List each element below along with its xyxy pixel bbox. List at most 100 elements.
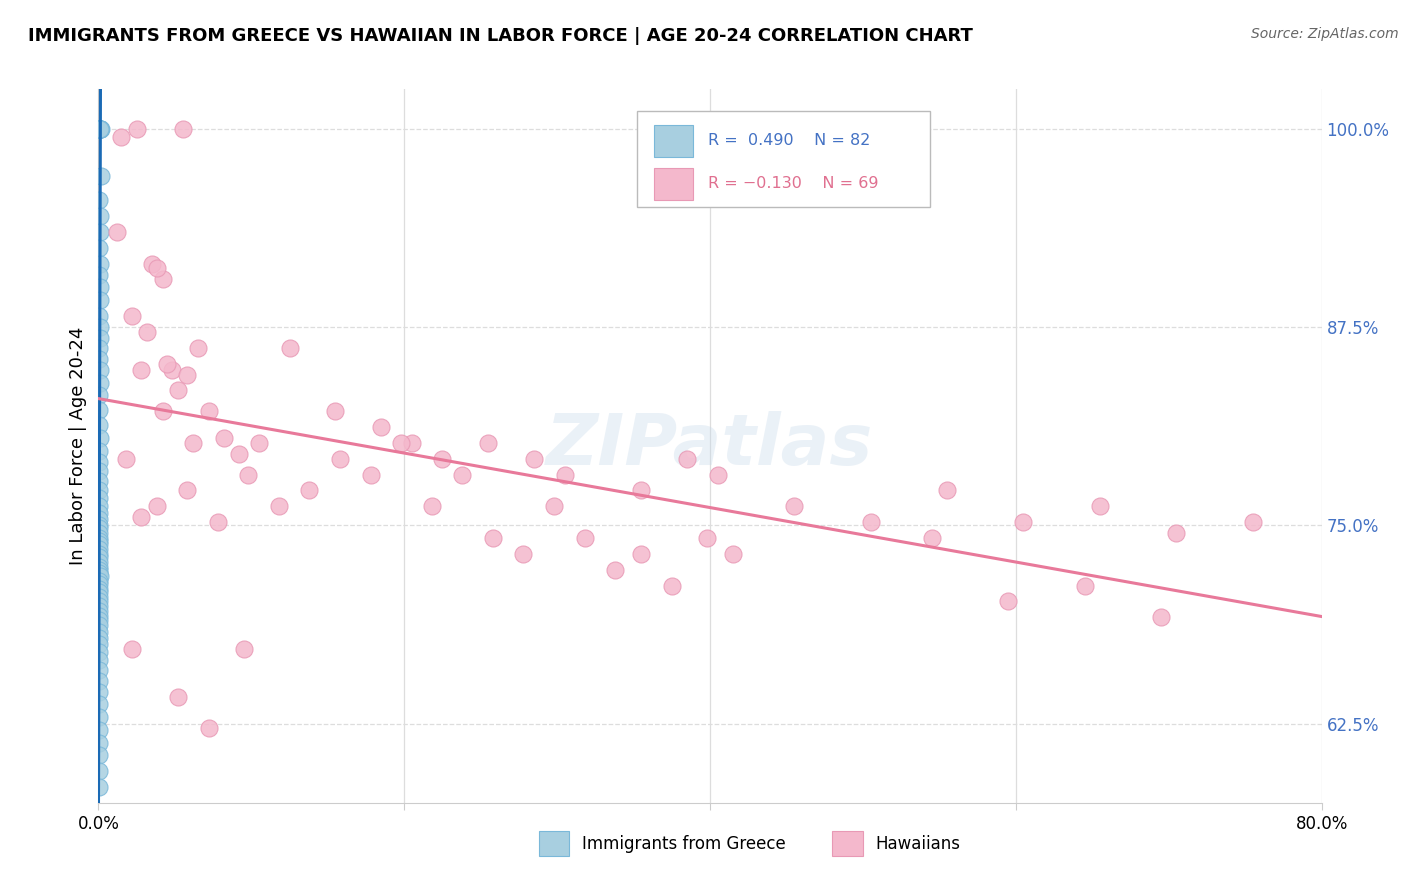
Point bbox=[89, 506, 111, 520]
Point bbox=[89, 723, 111, 737]
Point bbox=[156, 357, 179, 371]
Point bbox=[89, 710, 111, 724]
Point bbox=[89, 563, 111, 577]
Point bbox=[89, 526, 111, 541]
Point bbox=[89, 780, 111, 794]
Point bbox=[89, 555, 111, 569]
Point bbox=[997, 594, 1019, 608]
Point bbox=[89, 293, 111, 307]
Point bbox=[432, 451, 454, 466]
Point bbox=[89, 624, 111, 639]
Point bbox=[89, 618, 111, 632]
Point bbox=[89, 121, 111, 136]
Point bbox=[89, 388, 111, 402]
Point bbox=[89, 574, 111, 588]
Point bbox=[89, 559, 111, 574]
Point bbox=[554, 467, 576, 482]
Point bbox=[89, 685, 111, 699]
Point bbox=[630, 547, 652, 561]
Point bbox=[136, 325, 159, 339]
Point bbox=[630, 483, 652, 498]
Point bbox=[477, 435, 499, 450]
Point bbox=[921, 531, 943, 545]
Text: R =  0.490    N = 82: R = 0.490 N = 82 bbox=[707, 134, 870, 148]
Point bbox=[89, 537, 111, 551]
Y-axis label: In Labor Force | Age 20-24: In Labor Force | Age 20-24 bbox=[69, 326, 87, 566]
Point bbox=[125, 121, 148, 136]
Point bbox=[89, 582, 111, 596]
Point bbox=[512, 547, 534, 561]
Point bbox=[89, 614, 111, 628]
FancyBboxPatch shape bbox=[654, 125, 693, 157]
Point bbox=[89, 241, 111, 255]
Point bbox=[90, 121, 112, 136]
Point bbox=[89, 653, 111, 667]
FancyBboxPatch shape bbox=[654, 168, 693, 200]
Point bbox=[89, 209, 111, 223]
Point bbox=[325, 404, 347, 418]
Point bbox=[89, 351, 111, 366]
Point bbox=[187, 341, 209, 355]
Point bbox=[145, 500, 167, 514]
Point bbox=[89, 474, 111, 488]
Point bbox=[89, 608, 111, 623]
Point bbox=[89, 594, 111, 608]
Point bbox=[105, 225, 128, 239]
Point bbox=[676, 451, 699, 466]
Point bbox=[176, 368, 198, 382]
Point bbox=[228, 447, 250, 461]
Point bbox=[89, 534, 111, 549]
Point bbox=[451, 467, 474, 482]
Point bbox=[89, 518, 111, 533]
Point bbox=[89, 483, 111, 498]
Point bbox=[696, 531, 718, 545]
Point bbox=[238, 467, 260, 482]
Point bbox=[89, 547, 111, 561]
Point bbox=[89, 645, 111, 659]
Point bbox=[89, 542, 111, 557]
Point bbox=[121, 642, 143, 657]
Point bbox=[661, 578, 683, 592]
Point bbox=[89, 418, 111, 433]
Point bbox=[1088, 500, 1111, 514]
Point bbox=[936, 483, 959, 498]
Text: Immigrants from Greece: Immigrants from Greece bbox=[582, 835, 786, 853]
Point bbox=[89, 735, 111, 749]
Point bbox=[1073, 578, 1095, 592]
Point bbox=[89, 341, 111, 355]
Point bbox=[360, 467, 382, 482]
Point bbox=[420, 500, 443, 514]
Point bbox=[89, 512, 111, 526]
Point bbox=[523, 451, 546, 466]
Point bbox=[197, 404, 219, 418]
Point bbox=[89, 268, 111, 282]
Point bbox=[389, 435, 412, 450]
Point bbox=[89, 193, 111, 207]
Point bbox=[89, 663, 111, 677]
Point bbox=[152, 404, 174, 418]
Point bbox=[90, 169, 112, 184]
Point bbox=[89, 566, 111, 580]
Point bbox=[172, 121, 194, 136]
Point bbox=[89, 280, 111, 294]
Point bbox=[176, 483, 198, 498]
FancyBboxPatch shape bbox=[832, 831, 863, 856]
Point bbox=[89, 121, 111, 136]
Point bbox=[721, 547, 744, 561]
Point bbox=[89, 121, 111, 136]
Point bbox=[212, 431, 235, 445]
FancyBboxPatch shape bbox=[637, 111, 931, 207]
Point bbox=[89, 549, 111, 564]
Point bbox=[89, 443, 111, 458]
Point bbox=[605, 563, 627, 577]
Text: IMMIGRANTS FROM GREECE VS HAWAIIAN IN LABOR FORCE | AGE 20-24 CORRELATION CHART: IMMIGRANTS FROM GREECE VS HAWAIIAN IN LA… bbox=[28, 27, 973, 45]
Point bbox=[89, 631, 111, 645]
Point bbox=[89, 309, 111, 323]
Point bbox=[89, 500, 111, 514]
Text: Source: ZipAtlas.com: Source: ZipAtlas.com bbox=[1251, 27, 1399, 41]
Point bbox=[89, 121, 111, 136]
Point bbox=[141, 257, 163, 271]
Point bbox=[543, 500, 565, 514]
Point bbox=[706, 467, 728, 482]
Point bbox=[267, 500, 290, 514]
